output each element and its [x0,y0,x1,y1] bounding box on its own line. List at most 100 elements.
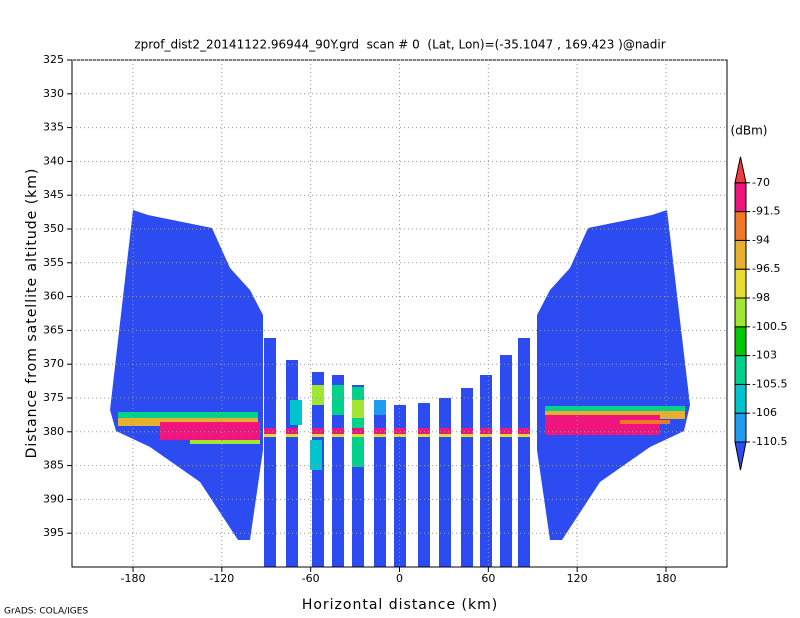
field-cell [500,428,512,434]
field-cell [374,428,386,434]
field-cell [439,434,451,437]
y-tick-label: 395 [43,526,64,539]
footer: GrADS: COLA/IGES [4,607,88,617]
field-cell [332,375,344,567]
colorbar-segment [734,412,747,443]
field-cell [312,434,324,437]
field-cell [439,428,451,434]
y-tick-label: 370 [43,357,64,370]
colorbar-label: -91.5 [752,205,780,218]
field-cell [332,385,344,415]
x-axis-label: Horizontal distance (km) [302,597,498,613]
field-cell [418,428,430,434]
field-cell [374,400,386,415]
y-tick-label: 360 [43,290,64,303]
y-tick-label: 340 [43,154,64,167]
field-cell [518,338,530,567]
x-tick-label: -120 [209,572,234,585]
field-cell [312,385,324,405]
field-cell [480,434,492,437]
x-tick-label: 60 [481,572,495,585]
field-cell [352,387,364,467]
field-cell [352,428,364,434]
field-cell [374,434,386,437]
field-cell [310,440,322,470]
field-cell [190,440,260,444]
y-tick-label: 350 [43,222,64,235]
field-cell [286,428,298,434]
field-cell [264,434,276,437]
colorbar-unit: (dBm) [731,124,768,138]
x-tick-label: -180 [121,572,146,585]
field-cell [480,375,492,567]
y-tick-label: 365 [43,323,64,336]
y-tick-label: 330 [43,87,64,100]
field-cell [394,434,406,437]
field-cell [500,355,512,567]
field-cell [500,434,512,437]
x-tick-label: 120 [567,572,588,585]
colorbar-label: -96.5 [752,262,780,275]
field-region [110,210,263,540]
chart-title: zprof_dist2_20141122.96944_90Y.grd scan … [134,38,665,52]
y-axis-label: Distance from satellite altitude (km) [24,168,40,459]
colorbar-label: -105.5 [752,377,787,390]
field-cell [545,406,685,412]
field-cell [264,338,276,567]
field-cell [332,434,344,437]
field-cell [418,434,430,437]
field-cell [480,428,492,434]
y-tick-label: 380 [43,425,64,438]
colorbar-label: -106 [752,406,777,419]
colorbar-label: -110.5 [752,435,787,448]
field-cell [312,428,324,434]
field [110,210,690,567]
field-cell [286,434,298,437]
field-cell [461,428,473,434]
colorbar-label: -94 [752,233,770,246]
y-tick-label: 325 [43,53,64,66]
colorbar-segment [734,441,747,471]
field-region [537,210,690,540]
colorbar-label: -98 [752,291,770,304]
field-cell [332,428,344,434]
colorbar-segment [734,383,747,414]
field-cell [352,434,364,437]
colorbar-segment [734,268,747,299]
y-tick-label: 345 [43,188,64,201]
colorbar-segment [734,156,747,184]
colorbar-segment [734,297,747,328]
field-cell [290,400,302,425]
colorbar-segment [734,211,747,241]
field-cell [620,420,670,424]
colorbar-segment [734,326,747,357]
field-cell [518,434,530,437]
field-cell [518,428,530,434]
colorbar-segment [734,182,747,213]
x-tick-label: 0 [396,572,403,585]
y-tick-label: 335 [43,121,64,134]
y-tick-label: 375 [43,391,64,404]
field-cell [264,428,276,434]
colorbar-segment [734,239,747,270]
field-cell [461,388,473,567]
field-cell [118,412,258,418]
field-cell [286,360,298,567]
field-cell [461,434,473,437]
x-tick-label: -60 [302,572,320,585]
colorbar-label: -100.5 [752,320,787,333]
y-tick-label: 385 [43,459,64,472]
field-cell [352,400,364,418]
colorbar-segment [734,355,747,385]
y-tick-label: 390 [43,492,64,505]
field-cell [394,428,406,434]
field-cell [439,398,451,567]
field-cell [374,400,386,567]
colorbar-label: -103 [752,349,777,362]
y-tick-label: 355 [43,256,64,269]
x-tick-label: 180 [656,572,677,585]
field-cell [160,422,260,440]
colorbar-label: -70 [752,176,770,189]
field-cell [394,405,406,567]
